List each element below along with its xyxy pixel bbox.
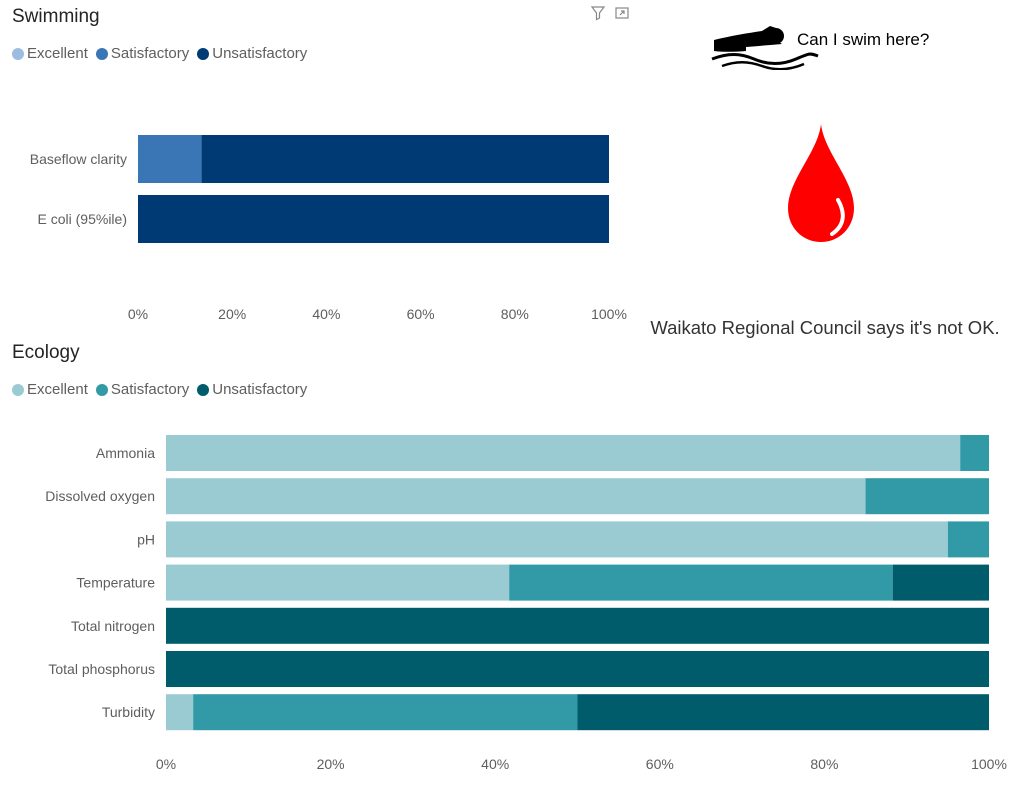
bar-turbidity-excellent[interactable] [166, 694, 194, 731]
council-verdict: Waikato Regional Council says it's not O… [650, 317, 1000, 338]
legend-swatch [197, 383, 210, 396]
swim-question: Can I swim here? [797, 30, 930, 49]
category-label-temperature: Temperature [76, 575, 155, 591]
x-tick-label: 40% [312, 306, 340, 320]
swimming-legend-item-excellent[interactable]: Excellent [12, 45, 88, 62]
bar-baseflow-clarity-unsatisfactory[interactable] [201, 135, 609, 183]
x-tick-label: 0% [156, 756, 176, 772]
category-label-baseflow-clarity: Baseflow clarity [30, 151, 127, 167]
ecology-bar-chart: Ammonia Dissolved oxygen pH Temperature Tota… [45, 435, 1007, 772]
legend-label: Satisfactory [110, 381, 190, 398]
legend-label: Excellent [27, 381, 88, 398]
legend-swatch [12, 47, 24, 60]
legend-label: Unsatisfactory [212, 381, 308, 398]
x-tick-label: 20% [218, 306, 246, 320]
category-label-total-phosphorus: Total phosphorus [48, 661, 155, 677]
category-label-ph: pH [137, 531, 155, 547]
blood-drop-icon [788, 124, 854, 242]
bar-temperature-unsatisfactory[interactable] [892, 564, 989, 601]
swimming-legend-item-unsatisfactory[interactable]: Unsatisfactory [197, 45, 307, 62]
ecology-legend-item-unsatisfactory[interactable]: Unsatisfactory [197, 381, 307, 398]
bar-temperature-excellent[interactable] [166, 564, 510, 601]
x-tick-label: 40% [481, 756, 509, 772]
x-tick-label: 60% [407, 306, 435, 320]
x-tick-label: 100% [971, 756, 1007, 772]
ecology-chart-title: Ecology [12, 342, 80, 363]
swimming-bar-chart: Baseflow clarity E coli (95%ile) 0% 20% 40% 6… [30, 135, 627, 320]
swimmer-icon [711, 26, 819, 70]
visual-toolbar [590, 5, 630, 21]
bar-baseflow-clarity-satisfactory[interactable] [138, 135, 202, 183]
ecology-legend-item-satisfactory[interactable]: Satisfactory [95, 381, 190, 398]
bar-ph-excellent[interactable] [166, 521, 948, 558]
focus-mode-icon[interactable] [614, 5, 630, 21]
x-tick-label: 80% [810, 756, 838, 772]
x-tick-label: 100% [591, 306, 627, 320]
bar-total-nitrogen-unsatisfactory[interactable] [166, 607, 989, 644]
ecology-legend-item-excellent[interactable]: Excellent [12, 381, 88, 398]
x-tick-label: 0% [128, 306, 148, 320]
bar-turbidity-satisfactory[interactable] [193, 694, 578, 731]
ecology-legend: Excellent Satisfactory Unsatisfactory [12, 381, 315, 398]
bar-temperature-satisfactory[interactable] [509, 564, 893, 601]
bar-total-phosphorus-unsatisfactory[interactable] [166, 651, 989, 687]
bar-ph-satisfactory[interactable] [947, 521, 989, 558]
legend-label: Excellent [27, 45, 88, 62]
legend-swatch [12, 383, 24, 396]
category-label-total-nitrogen: Total nitrogen [71, 618, 155, 634]
bar-dissolved-oxygen-excellent[interactable] [166, 478, 866, 515]
category-label-turbidity: Turbidity [102, 704, 155, 720]
swimming-legend: Excellent Satisfactory Unsatisfactory [12, 45, 315, 62]
swimming-chart-title: Swimming [12, 6, 100, 27]
legend-swatch [95, 383, 108, 396]
category-label-ammonia: Ammonia [96, 445, 155, 461]
x-tick-label: 60% [646, 756, 674, 772]
x-tick-label: 20% [317, 756, 345, 772]
bar-dissolved-oxygen-satisfactory[interactable] [865, 478, 989, 515]
bar-ammonia-excellent[interactable] [166, 435, 961, 471]
bar-ammonia-satisfactory[interactable] [960, 435, 989, 471]
legend-label: Satisfactory [110, 45, 190, 62]
legend-swatch [197, 47, 210, 60]
bar-turbidity-unsatisfactory[interactable] [577, 694, 990, 731]
category-label-e-coli-95-ile: E coli (95%ile) [38, 211, 127, 227]
legend-label: Unsatisfactory [212, 45, 308, 62]
x-tick-label: 80% [501, 306, 529, 320]
bar-e-coli-95-ile-unsatisfactory[interactable] [138, 195, 609, 243]
legend-swatch [95, 47, 108, 60]
swimming-legend-item-satisfactory[interactable]: Satisfactory [95, 45, 190, 62]
filter-icon[interactable] [590, 5, 606, 21]
category-label-dissolved-oxygen: Dissolved oxygen [45, 488, 155, 504]
